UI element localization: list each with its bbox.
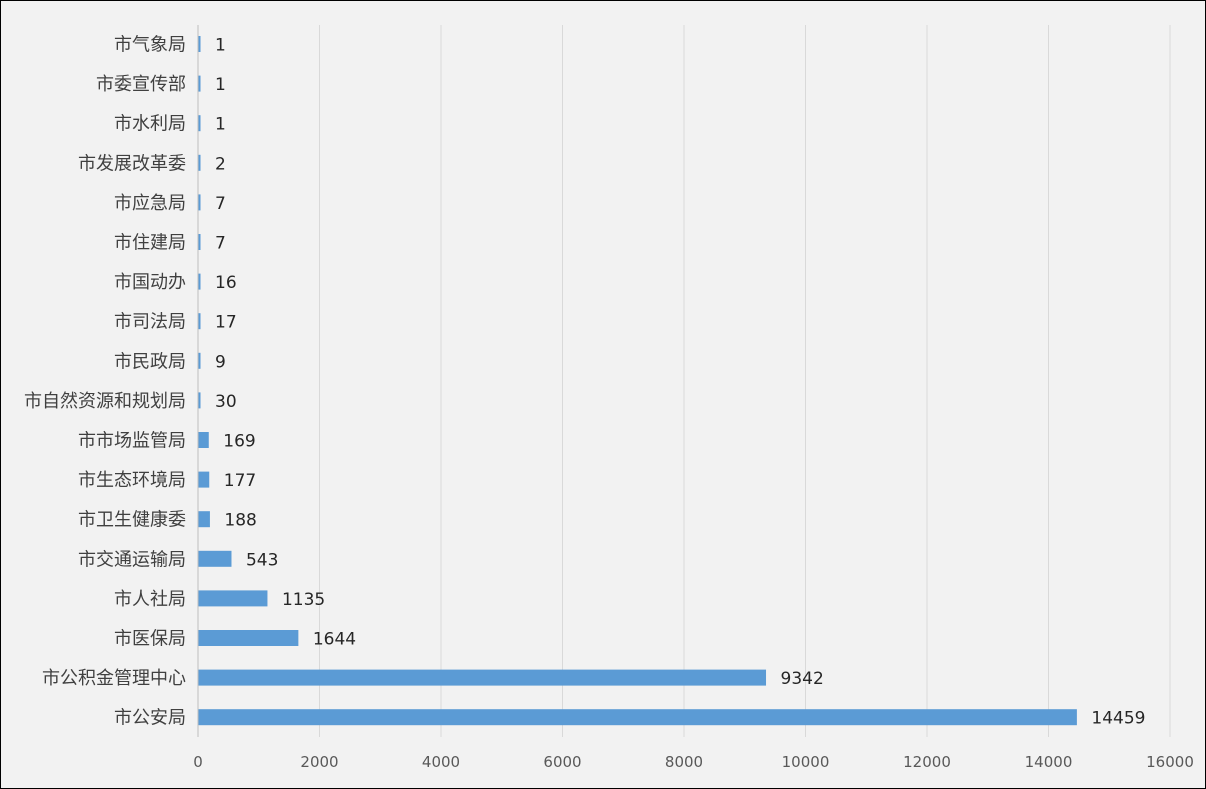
data-label: 2 [215,154,226,174]
bar [198,154,201,171]
gridlines [197,25,1171,737]
data-label: 543 [246,550,278,570]
category-label: 市人社局 [114,589,186,610]
x-tick-label: 10000 [782,753,830,771]
data-label: 9 [215,352,226,372]
data-label: 16 [215,273,237,293]
category-labels: 市气象局市委宣传部市水利局市发展改革委市应急局市住建局市国动办市司法局市民政局市… [24,35,186,729]
category-label: 市司法局 [114,312,186,333]
bar [198,234,201,250]
bar [198,273,201,290]
data-label: 1135 [282,590,325,610]
data-label: 30 [215,392,237,412]
data-label: 1644 [313,630,356,650]
bar [198,194,201,211]
category-label: 市自然资源和规划局 [24,391,186,412]
x-tick-label: 8000 [665,753,703,771]
x-tick-label: 4000 [422,753,460,771]
category-label: 市水利局 [114,114,186,135]
bar [198,115,201,132]
bar [198,313,201,330]
category-label: 市市场监管局 [78,431,186,452]
x-axis-tick-labels: 0 2000 4000 6000 8000 10000 12000 14000 16000 [193,753,1194,771]
category-label: 市生态环境局 [78,470,186,491]
bar [198,75,201,92]
x-tick-label: 6000 [543,753,581,771]
x-tick-label: 12000 [903,753,951,771]
bar [198,36,201,52]
category-label: 市委宣传部 [96,74,186,95]
bar [198,471,210,488]
bar [198,511,210,528]
data-label: 14459 [1091,709,1145,729]
category-label: 市公积金管理中心 [42,668,186,689]
category-label: 市应急局 [114,193,186,214]
category-label: 市住建局 [114,233,186,254]
category-label: 市交通运输局 [78,549,186,570]
category-label: 市气象局 [114,35,186,56]
data-label: 7 [215,234,226,254]
bars [198,36,1077,726]
category-label: 市医保局 [114,629,186,650]
x-tick-label: 14000 [1025,753,1073,771]
x-tick-label: 0 [193,753,203,771]
category-label: 市公安局 [114,708,186,729]
x-tick-label: 2000 [300,753,338,771]
data-label: 1 [215,75,226,95]
bar [198,392,201,409]
data-label: 7 [215,194,226,214]
bar [198,352,201,369]
data-label: 188 [224,511,256,531]
data-label: 1 [215,115,226,135]
x-tick-label: 16000 [1146,753,1194,771]
bar [198,669,767,686]
data-label: 177 [224,471,256,491]
data-label: 1 [215,36,226,56]
bar [198,590,268,607]
category-label: 市发展改革委 [78,153,186,174]
bar [198,709,1077,726]
data-label: 9342 [781,669,824,689]
data-label: 169 [223,432,255,452]
bar [198,630,299,646]
data-label: 17 [215,313,237,333]
bar [198,432,209,448]
bar [198,550,232,567]
category-label: 市国动办 [114,272,186,293]
category-label: 市民政局 [114,351,186,372]
category-label: 市卫生健康委 [78,510,186,531]
